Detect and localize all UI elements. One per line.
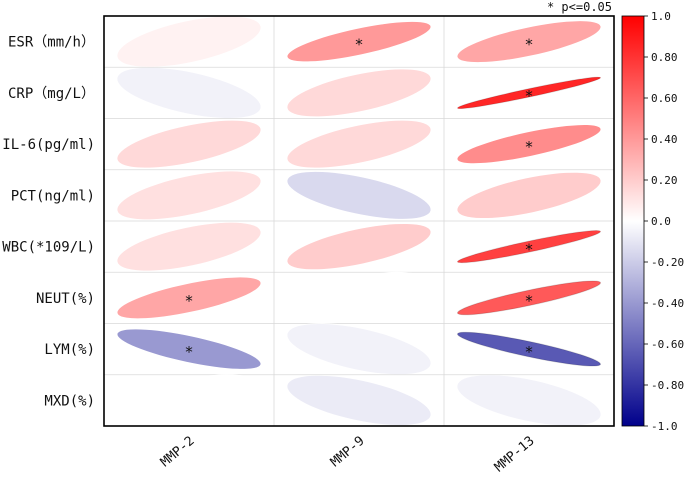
plot-frame [103,15,615,427]
significance-star: * [524,36,533,54]
column-labels: MMP-2 MMP-9 MMP-13 [158,434,538,476]
significance-star: * [524,87,533,105]
row-labels: ESR（mm/h） CRP（mg/L） IL-6(pg/ml) PCT(ng/ml) W… [2,35,95,410]
colorbar-tick-label: -0.20 [651,256,684,269]
colorbar-tick-label: 0.80 [651,51,678,64]
column-label: MMP-9 [328,434,368,471]
colorbar-tick-label: 0.40 [651,133,678,146]
significance-star: * [354,36,363,54]
colorbar-tick-label: 0.60 [651,92,678,105]
corr-ellipse-pctngml-mmp-2 [117,171,261,220]
colorbar-tick-label: 1.0 [651,10,671,23]
corr-ellipse-pctngml-mmp-13 [457,172,601,219]
corr-ellipse-pctngml-mmp-9 [287,171,431,219]
significance-star: * [524,138,533,156]
corr-ellipse-esrmmh-mmp-2 [117,16,261,67]
colorbar-gradient [621,15,645,427]
corr-ellipse-esrmmh-mmp-13 [457,21,601,63]
row-label: IL-6(pg/ml) [2,137,95,153]
colorbar-tick-label: 0.0 [651,215,671,228]
row-label: LYM(%) [44,342,95,358]
row-label: ESR（mm/h） [8,35,95,51]
significance-star: * [184,292,193,310]
colorbar-tick-label: -1.0 [651,420,678,433]
significance-note: * p<=0.05 [547,0,612,14]
row-label: PCT(ng/ml) [11,188,95,204]
row-label: MXD(%) [44,393,95,409]
corr-ellipse-il6pgml-mmp-2 [117,120,261,168]
row-label: NEUT(%) [36,291,95,307]
corr-ellipse-crpmgl-mmp-2 [117,67,261,118]
significance-star: * [524,292,533,310]
colorbar-tick-label: 0.20 [651,174,678,187]
corr-ellipse-wbc109l-mmp-9 [287,223,431,270]
corr-ellipse-mxd-mmp-2 [117,374,261,427]
corr-ellipse-wbc109l-mmp-2 [117,222,261,271]
corr-ellipse-crpmgl-mmp-13 [456,76,602,110]
row-label: CRP（mg/L） [8,86,95,102]
corr-ellipse-esrmmh-mmp-9 [287,21,431,62]
corr-ellipse-il6pgml-mmp-13 [457,125,601,164]
corr-ellipse-neut-mmp-2 [117,277,261,319]
row-label: WBC(*109/L) [2,240,95,256]
corr-ellipse-neut-mmp-13 [456,280,602,316]
corr-ellipse-lym-mmp-2 [117,329,261,369]
corr-ellipse-lym-mmp-9 [287,324,431,375]
corr-ellipse-il6pgml-mmp-9 [287,120,431,168]
corr-ellipse-crpmgl-mmp-9 [287,69,431,117]
corr-ellipse-wbc109l-mmp-13 [456,230,602,264]
colorbar: 1.0 0.80 0.60 0.40 0.20 0.0 -0.20 -0.40 -0.60 -0.… [621,10,684,433]
colorbar-tick-label: -0.40 [651,297,684,310]
significance-star: * [524,343,533,361]
corr-ellipse-neut-mmp-9 [287,271,431,324]
colorbar-tick-label: -0.80 [651,379,684,392]
colorbar-tick-label: -0.60 [651,338,684,351]
corr-ellipse-lym-mmp-13 [456,331,602,367]
significance-star: * [524,241,533,259]
significance-star: * [184,343,193,361]
column-label: MMP-2 [158,434,198,471]
corr-ellipse-mxd-mmp-9 [287,375,431,425]
matrix-cells: * * * * * * * * * [104,16,614,427]
corr-ellipse-mxd-mmp-13 [457,375,601,426]
column-label: MMP-13 [492,434,538,476]
